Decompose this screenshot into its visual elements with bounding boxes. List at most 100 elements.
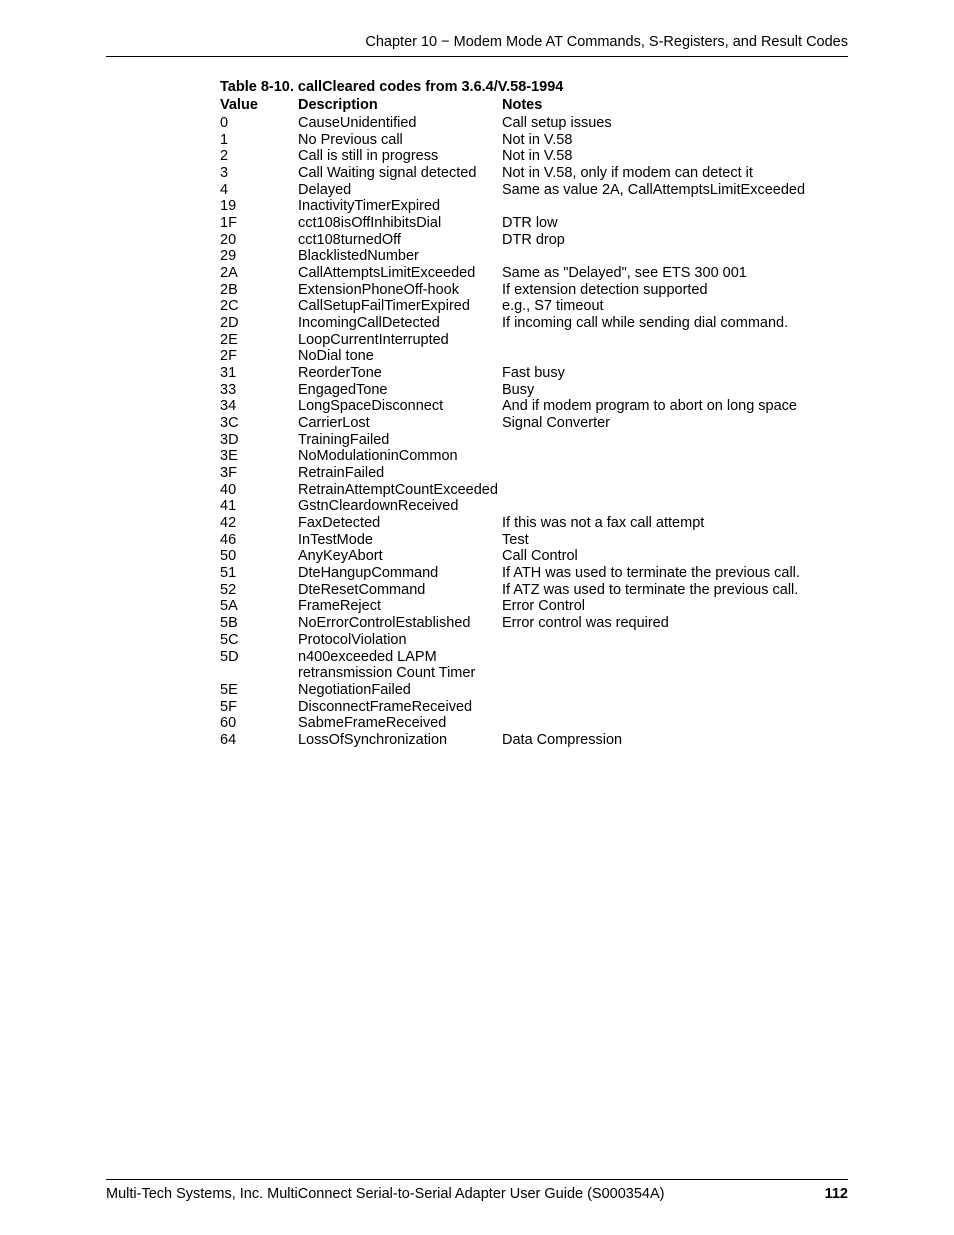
- cell-description: NoErrorControlEstablished: [298, 615, 502, 632]
- cell-value: 5F: [220, 699, 298, 716]
- cell-description: EngagedTone: [298, 382, 502, 399]
- cell-description: RetrainAttemptCountExceeded: [298, 482, 502, 499]
- cell-notes: Test: [502, 532, 848, 549]
- cell-description: GstnCleardownReceived: [298, 498, 502, 515]
- table-row: 5BNoErrorControlEstablishedError control…: [220, 615, 848, 632]
- cell-value: 3F: [220, 465, 298, 482]
- cell-value: 2F: [220, 348, 298, 365]
- cell-description: cct108isOffInhibitsDial: [298, 215, 502, 232]
- cell-description: DteHangupCommand: [298, 565, 502, 582]
- cell-notes: Same as "Delayed", see ETS 300 001: [502, 265, 848, 282]
- cell-value: 3: [220, 165, 298, 182]
- cell-description: TrainingFailed: [298, 432, 502, 449]
- cell-notes: Error Control: [502, 598, 848, 615]
- table-row: 3Call Waiting signal detectedNot in V.58…: [220, 165, 848, 182]
- cell-value: 1: [220, 132, 298, 149]
- table-row: 50AnyKeyAbortCall Control: [220, 548, 848, 565]
- cell-notes: [502, 448, 848, 465]
- cell-notes: Call setup issues: [502, 115, 848, 132]
- table-row: 31ReorderToneFast busy: [220, 365, 848, 382]
- cell-description: FrameReject: [298, 598, 502, 615]
- cell-notes: [502, 649, 848, 682]
- cell-notes: [502, 332, 848, 349]
- cell-value: 3C: [220, 415, 298, 432]
- cell-description: NoDial tone: [298, 348, 502, 365]
- table-row: 29BlacklistedNumber: [220, 248, 848, 265]
- cell-value: 41: [220, 498, 298, 515]
- table-row: 19InactivityTimerExpired: [220, 198, 848, 215]
- cell-value: 34: [220, 398, 298, 415]
- table-row: 46InTestModeTest: [220, 532, 848, 549]
- table-row: 40RetrainAttemptCountExceeded: [220, 482, 848, 499]
- col-header-description: Description: [298, 97, 502, 113]
- cell-value: 64: [220, 732, 298, 749]
- table-row: 3CCarrierLostSignal Converter: [220, 415, 848, 432]
- cell-description: RetrainFailed: [298, 465, 502, 482]
- cell-value: 3E: [220, 448, 298, 465]
- table-row: 0CauseUnidentifiedCall setup issues: [220, 115, 848, 132]
- cell-value: 29: [220, 248, 298, 265]
- cell-description: InactivityTimerExpired: [298, 198, 502, 215]
- table-row: 3FRetrainFailed: [220, 465, 848, 482]
- cell-notes: [502, 248, 848, 265]
- cell-value: 4: [220, 182, 298, 199]
- cell-notes: If ATZ was used to terminate the previou…: [502, 582, 848, 599]
- table-row: 4DelayedSame as value 2A, CallAttemptsLi…: [220, 182, 848, 199]
- table-row: 34LongSpaceDisconnectAnd if modem progra…: [220, 398, 848, 415]
- cell-value: 5B: [220, 615, 298, 632]
- cell-description: Delayed: [298, 182, 502, 199]
- table-row: 3ENoModulationinCommon: [220, 448, 848, 465]
- cell-value: 2C: [220, 298, 298, 315]
- table-row: 41GstnCleardownReceived: [220, 498, 848, 515]
- cell-notes: If ATH was used to terminate the previou…: [502, 565, 848, 582]
- table-content: Table 8-10. callCleared codes from 3.6.4…: [106, 79, 848, 749]
- cell-description: No Previous call: [298, 132, 502, 149]
- cell-description: SabmeFrameReceived: [298, 715, 502, 732]
- cell-notes: Busy: [502, 382, 848, 399]
- table-row: 2ACallAttemptsLimitExceededSame as "Dela…: [220, 265, 848, 282]
- cell-notes: DTR drop: [502, 232, 848, 249]
- cell-notes: Signal Converter: [502, 415, 848, 432]
- table-row: 52DteResetCommandIf ATZ was used to term…: [220, 582, 848, 599]
- cell-notes: [502, 498, 848, 515]
- table-row: 20cct108turnedOffDTR drop: [220, 232, 848, 249]
- page-number: 112: [825, 1186, 848, 1202]
- cell-description: ProtocolViolation: [298, 632, 502, 649]
- cell-value: 20: [220, 232, 298, 249]
- cell-description: n400exceeded LAPM retransmission Count T…: [298, 649, 502, 682]
- table-row: 1Fcct108isOffInhibitsDialDTR low: [220, 215, 848, 232]
- cell-value: 50: [220, 548, 298, 565]
- cell-notes: [502, 699, 848, 716]
- cell-value: 2E: [220, 332, 298, 349]
- cell-value: 52: [220, 582, 298, 599]
- footer-left-text: Multi-Tech Systems, Inc. MultiConnect Se…: [106, 1186, 664, 1202]
- cell-notes: Not in V.58, only if modem can detect it: [502, 165, 848, 182]
- cell-description: DteResetCommand: [298, 582, 502, 599]
- cell-notes: [502, 348, 848, 365]
- cell-description: DisconnectFrameReceived: [298, 699, 502, 716]
- cell-notes: If extension detection supported: [502, 282, 848, 299]
- cell-description: BlacklistedNumber: [298, 248, 502, 265]
- cell-description: AnyKeyAbort: [298, 548, 502, 565]
- page-header: Chapter 10 − Modem Mode AT Commands, S-R…: [106, 34, 848, 57]
- cell-notes: e.g., S7 timeout: [502, 298, 848, 315]
- col-header-value: Value: [220, 97, 298, 113]
- cell-value: 5D: [220, 649, 298, 682]
- cell-notes: [502, 715, 848, 732]
- cell-description: LossOfSynchronization: [298, 732, 502, 749]
- cell-value: 2: [220, 148, 298, 165]
- cell-value: 5E: [220, 682, 298, 699]
- cell-description: cct108turnedOff: [298, 232, 502, 249]
- table-row: 5FDisconnectFrameReceived: [220, 699, 848, 716]
- table-row: 2DIncomingCallDetectedIf incoming call w…: [220, 315, 848, 332]
- table-row: 2ELoopCurrentInterrupted: [220, 332, 848, 349]
- cell-description: LoopCurrentInterrupted: [298, 332, 502, 349]
- cell-value: 46: [220, 532, 298, 549]
- cell-description: LongSpaceDisconnect: [298, 398, 502, 415]
- cell-value: 42: [220, 515, 298, 532]
- cell-notes: [502, 465, 848, 482]
- cell-notes: Not in V.58: [502, 132, 848, 149]
- cell-notes: Call Control: [502, 548, 848, 565]
- table-row: 2FNoDial tone: [220, 348, 848, 365]
- cell-value: 2D: [220, 315, 298, 332]
